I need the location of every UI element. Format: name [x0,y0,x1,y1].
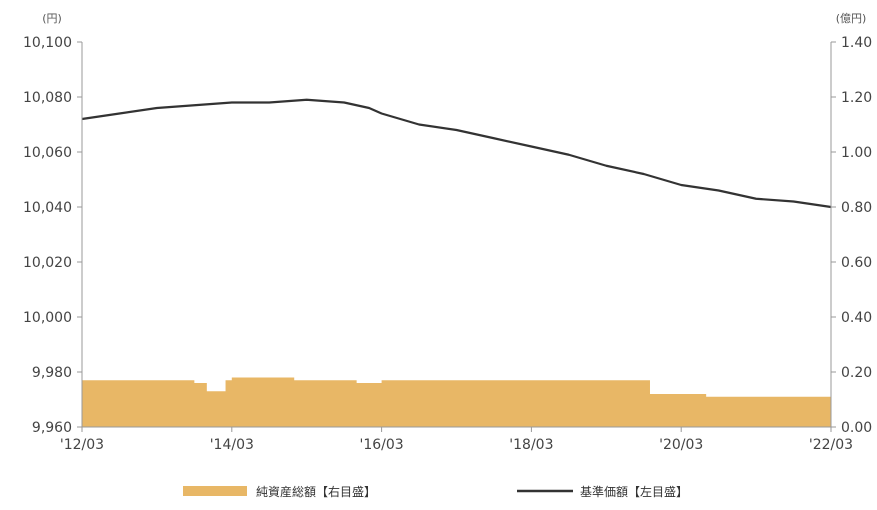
y-right-tick-label: 0.60 [841,255,872,271]
y-left-tick-label: 10,000 [23,310,72,326]
y-left-tick-label: 10,040 [23,200,72,216]
series-area-net-assets [82,377,831,427]
y-right-unit: (億円) [836,12,867,25]
y-left-tick-label: 10,060 [23,145,72,161]
y-right-tick-label: 1.00 [841,145,872,161]
x-tick-label: '12/03 [60,437,104,453]
y-right-tick-label: 1.40 [841,35,872,51]
y-right-tick-label: 0.20 [841,365,872,381]
y-left-tick-label: 9,960 [32,420,72,436]
x-tick-label: '18/03 [509,437,553,453]
y-right-tick-label: 0.40 [841,310,872,326]
line-layer [81,98,832,209]
labels-layer: 10,100 10,080 10,060 10,040 10,020 10,000 9,98… [23,12,872,453]
x-tick-label: '22/03 [809,437,853,453]
y-right-tick-label: 0.80 [841,200,872,216]
series-line-nav [81,98,832,209]
y-right-tick-label: 0.00 [841,420,872,436]
area-layer [82,377,831,427]
x-tick-label: '14/03 [210,437,254,453]
axes-layer [77,41,836,432]
y-left-tick-label: 10,020 [23,255,72,271]
legend-label-nav: 基準価額【左目盛】 [580,484,688,499]
y-right-tick-label: 1.20 [841,90,872,106]
legend-label-net-assets: 純資産総額【右目盛】 [256,484,376,499]
y-left-tick-label: 10,080 [23,90,72,106]
x-tick-label: '20/03 [659,437,703,453]
legend-swatch-net-assets [183,486,247,496]
x-tick-label: '16/03 [359,437,403,453]
y-left-tick-label: 9,980 [32,365,72,381]
y-left-unit: (円) [42,12,62,25]
legend: 純資産総額【右目盛】 基準価額【左目盛】 [183,484,688,499]
y-left-tick-label: 10,100 [23,35,72,51]
